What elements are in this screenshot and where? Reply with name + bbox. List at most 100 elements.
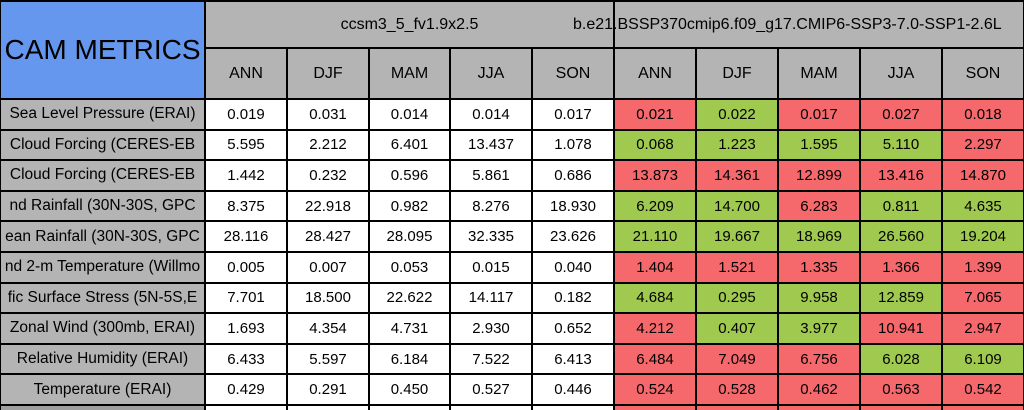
metric-value-cell-worse: 0.563 <box>861 375 943 406</box>
metric-value-cell: 22.622 <box>370 283 451 315</box>
metric-value-cell-better: 6.028 <box>861 344 943 376</box>
metric-value-cell-worse: 14.361 <box>697 161 779 192</box>
metric-value-cell: 6.433 <box>206 344 288 376</box>
metric-value-cell-worse: 13.416 <box>861 161 943 192</box>
metric-value-cell-better: 1.223 <box>697 130 779 162</box>
table-row: Sea Level Pressure (ERAI) 0.019 0.031 0.014… <box>1 100 1024 131</box>
metric-value-cell-worse: 0.462 <box>779 375 861 406</box>
season-header-row: ANN DJF MAM JJA SON ANN DJF MAM JJA SON <box>206 49 1024 100</box>
table-row: nd 2-m Temperature (Willmo 0.005 0.007 0.05… <box>1 252 1024 284</box>
metric-value-cell: 0.007 <box>288 252 370 284</box>
column-header-jja-2: JJA <box>861 49 943 100</box>
row-label: nd Rainfall (30N-30S, GPC <box>1 191 206 223</box>
metric-value-cell: 8.375 <box>206 191 288 223</box>
metric-value-cell: 0.053 <box>370 252 451 284</box>
row-label: fic Surface Stress (5N-5S,E <box>1 283 206 315</box>
metric-value-cell-better: 19.667 <box>697 222 779 253</box>
row-label: Zonal Wind (300mb, ERAI) <box>1 314 206 345</box>
metric-value-cell-better: 0.022 <box>697 100 779 131</box>
partial-next-row-cell <box>288 405 370 410</box>
metric-value-cell: 18.930 <box>533 191 615 223</box>
metric-value-cell-worse: 10.941 <box>861 314 943 345</box>
column-header-ann-2: ANN <box>615 49 697 100</box>
metric-value-cell: 0.982 <box>370 191 451 223</box>
metric-value-cell-better: 3.977 <box>779 314 861 345</box>
row-label: Relative Humidity (ERAI) <box>1 344 206 376</box>
metric-value-cell-better: 14.700 <box>697 191 779 223</box>
metric-value-cell: 6.413 <box>533 344 615 376</box>
metric-value-cell: 0.040 <box>533 252 615 284</box>
table-row: Relative Humidity (ERAI) 6.433 5.597 6.184 7… <box>1 344 1024 376</box>
column-header-mam: MAM <box>370 49 451 100</box>
metric-value-cell: 4.354 <box>288 314 370 345</box>
metric-value-cell: 4.731 <box>370 314 451 345</box>
metric-value-cell-better: 4.635 <box>943 191 1024 223</box>
metric-value-cell: 6.184 <box>370 344 451 376</box>
metric-value-cell: 0.527 <box>451 375 533 406</box>
metric-value-cell: 5.595 <box>206 130 288 162</box>
metric-value-cell-worse: 12.899 <box>779 161 861 192</box>
metric-value-cell-better: 4.684 <box>615 283 697 315</box>
metric-value-cell-worse: 1.335 <box>779 252 861 284</box>
metric-value-cell: 5.597 <box>288 344 370 376</box>
metric-value-cell: 5.861 <box>451 161 533 192</box>
metric-value-cell: 8.276 <box>451 191 533 223</box>
metric-value-cell: 28.095 <box>370 222 451 253</box>
metric-value-cell-worse: 0.018 <box>943 100 1024 131</box>
model-2-header-text: b.e21.BSSP370cmip6.f09_g17.CMIP6-SSP3-7.… <box>573 15 1002 33</box>
metric-value-cell-worse: 1.521 <box>697 252 779 284</box>
metric-value-cell: 7.522 <box>451 344 533 376</box>
metric-value-cell: 0.652 <box>533 314 615 345</box>
metric-value-cell-worse: 2.947 <box>943 314 1024 345</box>
metric-value-cell-worse: 1.404 <box>615 252 697 284</box>
metric-value-cell: 0.429 <box>206 375 288 406</box>
partial-next-row-cell <box>451 405 533 410</box>
column-header-son-2: SON <box>943 49 1024 100</box>
metric-value-cell: 0.017 <box>533 100 615 131</box>
table-body: Sea Level Pressure (ERAI) 0.019 0.031 0.014… <box>1 100 1024 406</box>
column-header-mam-2: MAM <box>779 49 861 100</box>
partial-next-row <box>1 405 1024 410</box>
metric-value-cell-better: 0.068 <box>615 130 697 162</box>
row-label: nd 2-m Temperature (Willmo <box>1 252 206 284</box>
metric-value-cell: 0.005 <box>206 252 288 284</box>
model-group-row: ccsm3_5_fv1.9x2.5 b.e21.BSSP370cmip6.f09… <box>206 2 1024 49</box>
metric-value-cell: 13.437 <box>451 130 533 162</box>
row-label: Sea Level Pressure (ERAI) <box>1 100 206 131</box>
metric-value-cell: 18.500 <box>288 283 370 315</box>
metric-value-cell-better: 0.811 <box>861 191 943 223</box>
partial-next-row-cell <box>370 405 451 410</box>
metric-value-cell-worse: 2.297 <box>943 130 1024 162</box>
metric-value-cell: 1.078 <box>533 130 615 162</box>
metric-value-cell: 14.117 <box>451 283 533 315</box>
metric-value-cell: 6.401 <box>370 130 451 162</box>
metric-value-cell: 0.450 <box>370 375 451 406</box>
metric-value-cell-better: 18.969 <box>779 222 861 253</box>
metric-value-cell-worse: 6.283 <box>779 191 861 223</box>
metric-value-cell-worse: 1.366 <box>861 252 943 284</box>
metric-value-cell-worse: 7.049 <box>697 344 779 376</box>
metric-value-cell: 0.015 <box>451 252 533 284</box>
metric-value-cell-worse: 0.017 <box>779 100 861 131</box>
metric-value-cell-better: 0.295 <box>697 283 779 315</box>
metric-value-cell: 28.116 <box>206 222 288 253</box>
table-row: fic Surface Stress (5N-5S,E 7.701 18.500 22… <box>1 283 1024 315</box>
partial-next-row-cell <box>1 405 206 410</box>
metric-value-cell: 0.291 <box>288 375 370 406</box>
metric-value-cell: 0.014 <box>451 100 533 131</box>
table-row: Zonal Wind (300mb, ERAI) 1.693 4.354 4.731 2… <box>1 314 1024 345</box>
metric-value-cell: 2.930 <box>451 314 533 345</box>
metric-value-cell-worse: 0.542 <box>943 375 1024 406</box>
partial-next-row-cell <box>206 405 288 410</box>
metric-value-cell-worse: 0.027 <box>861 100 943 131</box>
column-header-ann: ANN <box>206 49 288 100</box>
metric-value-cell-worse: 6.484 <box>615 344 697 376</box>
table-row: ean Rainfall (30N-30S, GPC 28.116 28.427 28… <box>1 222 1024 253</box>
table-header: CAM METRICS ccsm3_5_fv1.9x2.5 b.e21.BSSP… <box>1 2 1024 100</box>
metric-value-cell-better: 9.958 <box>779 283 861 315</box>
metric-value-cell-better: 6.109 <box>943 344 1024 376</box>
partial-next-row-cell <box>615 405 697 410</box>
row-label: Temperature (ERAI) <box>1 375 206 406</box>
column-header-son: SON <box>533 49 615 100</box>
